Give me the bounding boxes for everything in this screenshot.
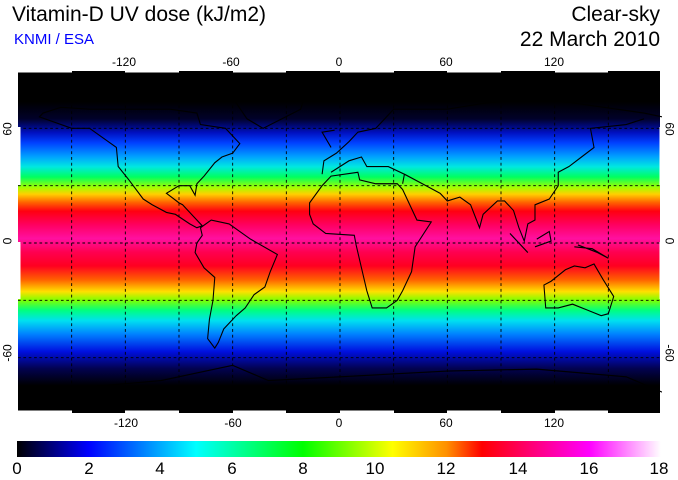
australia-coast: [543, 263, 615, 317]
colorbar-label: 16: [579, 459, 599, 478]
map-overlay: [18, 71, 662, 415]
lat-tick-left: -60: [0, 344, 15, 362]
colorbar-label: 12: [436, 459, 456, 478]
antarctica-coast: [18, 364, 662, 393]
indonesia-coast: [509, 230, 609, 259]
color-scale-bar: [17, 441, 661, 457]
lon-tick-bottom: 60: [439, 416, 453, 430]
africa-coast: [309, 171, 433, 309]
lat-tick-right: 60: [662, 122, 677, 136]
graticule: [18, 71, 662, 415]
greenland-coast: [231, 83, 305, 129]
lon-tick-top: 60: [439, 55, 453, 69]
organization-label: KNMI / ESA: [14, 31, 95, 48]
lon-tick-top: -60: [222, 55, 240, 69]
colorbar-label: 0: [12, 459, 22, 478]
colorbar-label: 2: [84, 459, 94, 478]
colorbar-label: 6: [227, 459, 237, 478]
lat-tick-right: 0: [662, 237, 677, 245]
south-america-coast: [194, 219, 279, 350]
coastlines: [18, 83, 662, 393]
eurasia-coast: [321, 97, 662, 243]
colorbar-label: 14: [508, 459, 528, 478]
lat-tick-left: 0: [0, 237, 15, 245]
north-america-coast: [38, 106, 241, 229]
lon-tick-bottom: -60: [224, 416, 242, 430]
colorbar-label: 10: [365, 459, 385, 478]
colorbar-label: 18: [649, 459, 669, 478]
colorbar-label: 8: [298, 459, 308, 478]
uv-dose-map: [17, 70, 662, 415]
lat-tick-right: -60: [662, 344, 677, 362]
lon-tick-top: 120: [543, 55, 565, 69]
lon-tick-top: 0: [335, 55, 343, 69]
colorbar-label: 4: [155, 459, 165, 478]
lon-tick-bottom: -120: [113, 416, 139, 430]
map-title: Vitamin-D UV dose (kJ/m2): [12, 3, 267, 26]
lon-tick-bottom: 120: [543, 416, 565, 430]
sky-condition-label: Clear-sky: [571, 3, 660, 26]
lat-tick-left: 60: [0, 122, 15, 136]
date-label: 22 March 2010: [519, 28, 660, 51]
lon-tick-top: -120: [111, 55, 137, 69]
lon-tick-bottom: 0: [335, 416, 343, 430]
